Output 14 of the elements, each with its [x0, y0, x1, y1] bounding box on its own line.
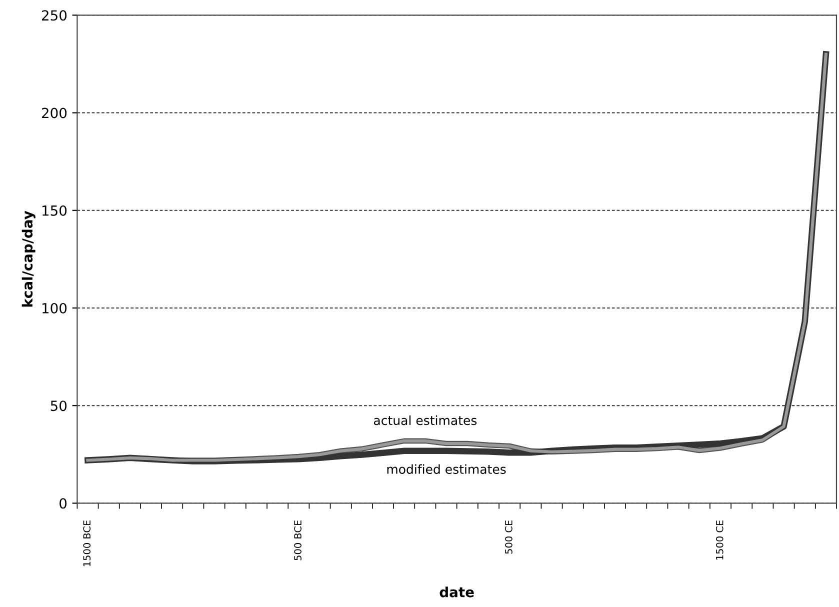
y-tick-label: 200 — [42, 108, 67, 118]
y-tick-label: 150 — [42, 205, 67, 216]
x-tick-label: 500 BCE — [294, 520, 302, 560]
y-tick-label: 0 — [60, 498, 67, 509]
y-tick-label: 50 — [50, 400, 67, 412]
x-axis-title: date — [440, 586, 474, 598]
x-tick-label: 1500 BCE — [83, 520, 91, 566]
y-axis-title: kcal/cap/day — [22, 210, 36, 307]
y-tick-label: 100 — [42, 302, 67, 314]
series-label: modified estimates — [387, 464, 506, 474]
x-tick-label: 1500 CE — [716, 520, 724, 560]
x-tick-label: 500 CE — [505, 520, 512, 554]
y-tick-label: 250 — [42, 10, 67, 21]
series-label: actual estimates — [374, 415, 477, 426]
